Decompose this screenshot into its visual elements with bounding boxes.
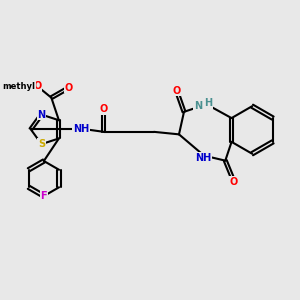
Text: S: S <box>38 139 45 149</box>
Text: O: O <box>100 104 108 114</box>
Text: NH: NH <box>73 124 89 134</box>
Text: O: O <box>230 177 238 187</box>
Text: NH: NH <box>195 153 211 163</box>
Text: O: O <box>172 85 181 95</box>
Text: N: N <box>194 100 202 111</box>
Text: O: O <box>34 81 42 92</box>
Text: H: H <box>203 100 210 109</box>
Text: H: H <box>204 98 212 108</box>
Text: N: N <box>38 110 46 120</box>
Text: O: O <box>65 83 73 93</box>
Text: F: F <box>40 191 47 201</box>
Text: methyl: methyl <box>2 82 35 91</box>
